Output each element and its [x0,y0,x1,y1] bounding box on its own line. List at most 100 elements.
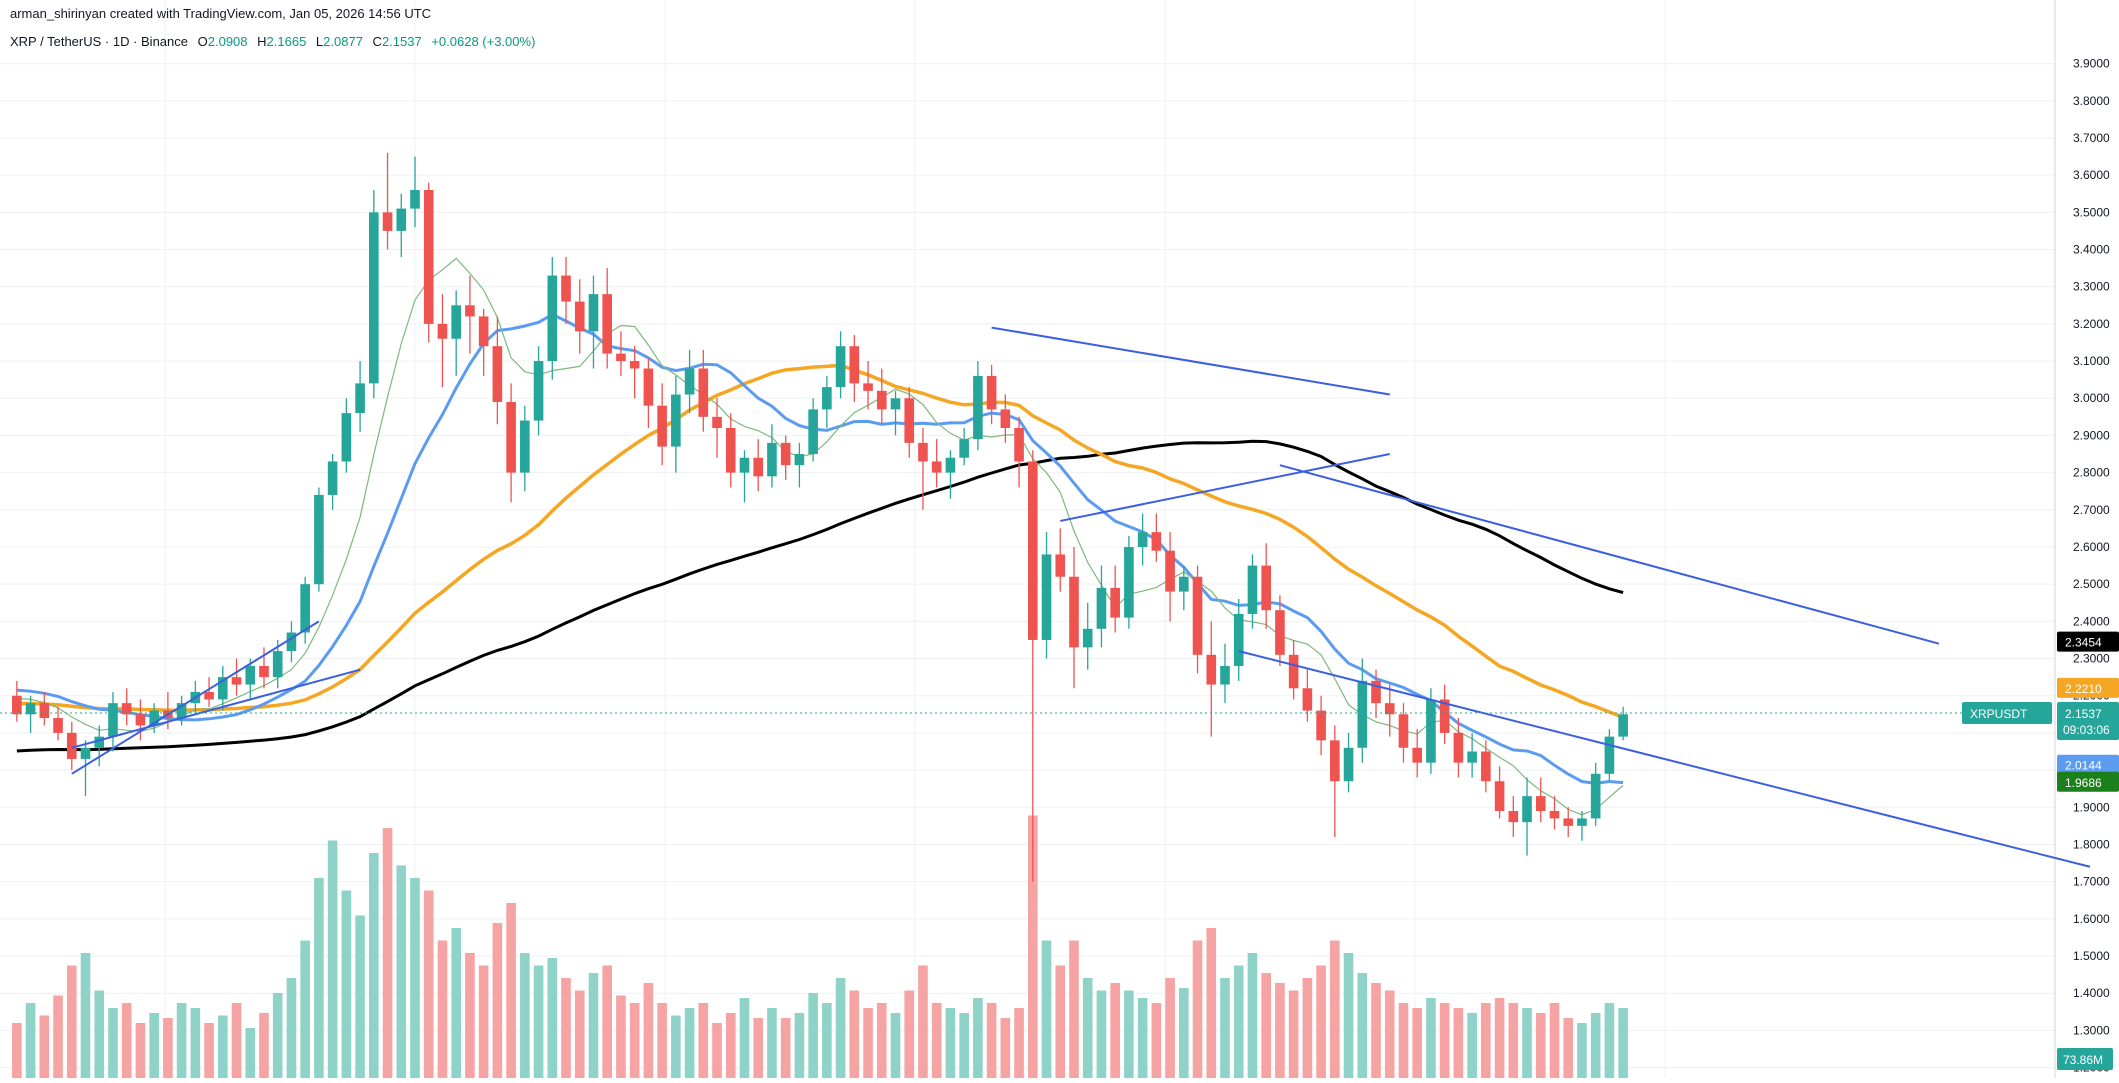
candle-body [1275,610,1285,655]
candle-body [835,346,846,388]
volume-bar [849,990,860,1078]
volume-bar [1165,978,1175,1078]
volume-bar [643,983,654,1078]
volume-bar [767,1008,777,1078]
volume-bar [1014,1008,1024,1078]
volume-bar [437,940,448,1078]
candle-body [231,677,242,685]
volume-bar [465,953,475,1078]
volume-bar [629,1003,640,1078]
y-tick-label: 2.9000 [2073,428,2110,442]
y-tick-label: 3.5000 [2073,205,2110,219]
candle-body [1343,747,1354,782]
candle-body [1027,461,1038,640]
candle-body [80,747,91,759]
candle-body [300,584,310,633]
candle-body [1549,810,1560,819]
volume-bar [1508,1003,1519,1078]
candle-body [245,665,256,685]
open-value: 2.0908 [207,34,248,49]
candle-body [1288,654,1299,689]
volume-bar [863,1008,873,1078]
close-value: 2.1537 [381,34,422,49]
volume-bar [561,978,571,1078]
candle-body [1439,699,1450,733]
volume-bar [163,1018,173,1078]
candle-body [657,405,667,447]
candle-body [39,703,50,719]
candle-body [135,714,146,726]
volume-bar [53,995,63,1078]
volume-bar [588,973,599,1078]
candle-body [794,454,805,466]
candle-body [149,710,159,726]
symbol-tag-label: XRPUSDT [1970,707,2028,721]
chart-credit: arman_shirinyan created with TradingView… [10,6,432,21]
y-tick-label: 2.6000 [2073,540,2110,554]
volume-bar [1261,973,1271,1078]
candle-body [945,457,956,473]
volume-bar [712,1023,722,1078]
volume-bar [451,928,461,1078]
candle-body [822,387,832,410]
y-tick-label: 3.4000 [2073,243,2110,257]
candle-body [1096,587,1107,629]
candle-body [217,677,228,700]
candle-body [1494,781,1505,811]
volume-bar [725,1013,736,1078]
volume-bar [533,965,544,1078]
change-value: +0.0628 (+3.00%) [431,34,536,49]
volume-value-tag [2057,1048,2113,1070]
volume-bars [12,815,1628,1078]
volume-bar [1151,1003,1162,1078]
candle-body [1412,747,1423,763]
candle-body [396,208,407,231]
candle-body [410,190,420,209]
y-tick-label: 3.6000 [2073,168,2110,182]
volume-bar [931,1003,942,1078]
y-tick-label: 1.5000 [2073,949,2110,963]
volume-bar [259,1013,269,1078]
candle-body [1590,773,1601,819]
volume-bar [1041,940,1052,1078]
volume-bar [959,1013,969,1078]
volume-bar [1453,1008,1464,1078]
volume-bar [1618,1008,1628,1078]
volume-bar [1439,1003,1450,1078]
symbol-tag [1962,701,2052,724]
candle-body [259,665,269,678]
volume-bar [1426,998,1436,1078]
volume-bar [94,990,105,1078]
volume-bar [1233,965,1244,1078]
low-label: L [315,34,324,49]
candle-body [1371,680,1381,704]
candle-body [725,427,736,473]
volume-bar [25,1003,36,1078]
candle-body [671,394,681,447]
candle-body [1055,554,1066,577]
volume-bar [1316,965,1326,1078]
symbol-title: XRP / TetherUS · 1D · Binance [10,34,188,49]
volume-bar [135,1023,146,1078]
ma-value-label: 2.0144 [2065,759,2102,773]
volume-bar [1481,1003,1491,1078]
volume-bar [1055,965,1066,1078]
candle-body [53,718,63,733]
volume-bar [1220,978,1230,1078]
candle-body [121,703,132,715]
volume-bar [1384,990,1395,1078]
volume-bar [1577,1023,1587,1078]
ma-value-tag [2057,754,2119,775]
high-value: 2.1665 [266,34,307,49]
ma-line-orange [16,363,1624,719]
candle-body [931,461,942,473]
volume-bar [876,1003,887,1078]
candle-body [1522,796,1532,823]
volume-bar [396,865,407,1078]
volume-bar [369,853,379,1078]
volume-bar [574,990,585,1078]
volume-bar [1288,990,1299,1078]
candle-body [1577,818,1587,826]
